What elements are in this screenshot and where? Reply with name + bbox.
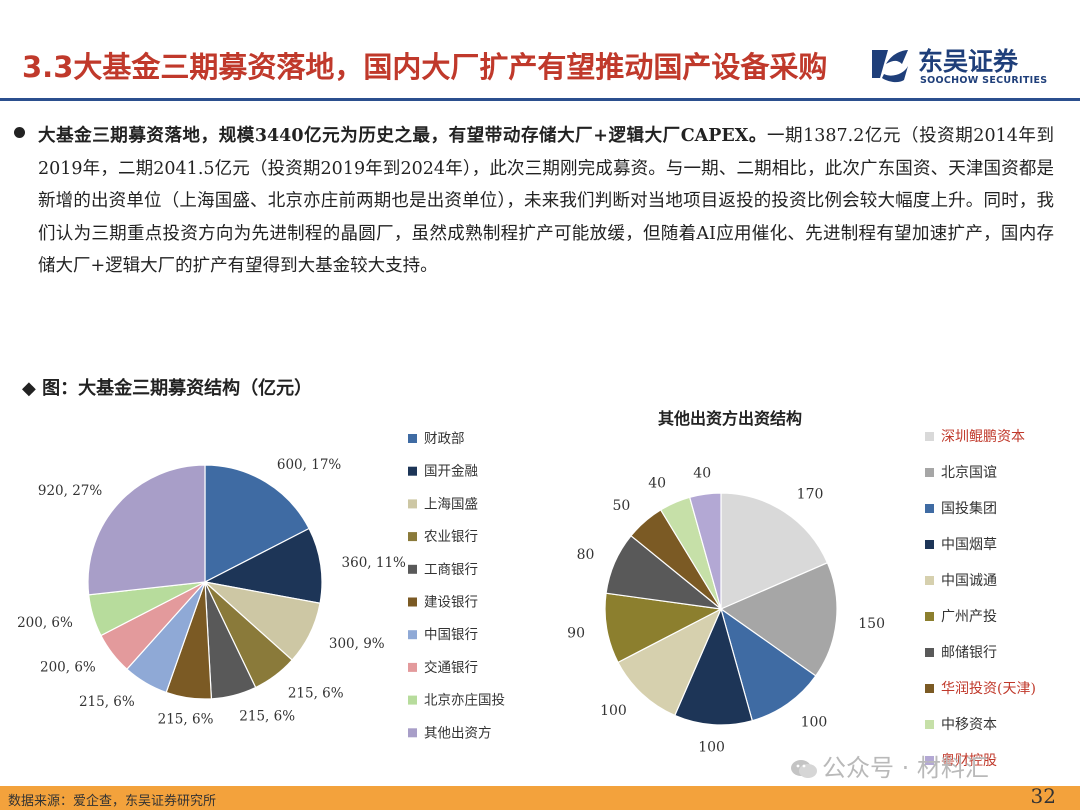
- legend-label: 建设银行: [424, 595, 478, 611]
- legend-swatch: [408, 564, 417, 574]
- legend-label: 中国银行: [424, 627, 478, 643]
- legend-swatch: [925, 648, 934, 657]
- legend-swatch: [925, 468, 934, 477]
- pie-slice: [204, 464, 310, 583]
- legend-label: 交通银行: [424, 659, 478, 676]
- pie-slice: [720, 492, 829, 610]
- legend-label: 国投集团: [941, 500, 997, 517]
- legend-swatch: [408, 662, 417, 672]
- page-title: 3.3大基金三期募资落地，国内大厂扩产有望推动国产设备采购: [22, 50, 828, 84]
- legend-label: 其他出资方: [424, 725, 492, 741]
- legend-swatch: [408, 630, 417, 640]
- legend-label: 深圳鲲鹏资本: [941, 429, 1025, 445]
- legend-swatch: [408, 499, 417, 509]
- bullet-body: 一期1387.2亿元（投资期2014年到2019年，二期2041.5亿元（投资期…: [38, 126, 1054, 277]
- data-label: 100: [801, 715, 828, 731]
- footer-source: 数据来源：爱企查，东吴证券研究所: [8, 794, 217, 809]
- legend-swatch: [925, 540, 934, 549]
- data-label: 90: [567, 625, 585, 641]
- bullet-text: 大基金三期募资落地，规模3440亿元为历史之最，有望带动存储大厂+逻辑大厂CAP…: [38, 120, 1054, 283]
- legend-label: 广州产投: [941, 609, 997, 625]
- data-label: 600, 17%: [277, 457, 342, 473]
- data-label: 920, 27%: [38, 483, 103, 499]
- legend-swatch: [408, 597, 417, 607]
- title-divider: [0, 98, 1080, 101]
- pie-slice: [688, 492, 722, 610]
- legend-swatch: [925, 504, 934, 513]
- pie-slice: [203, 527, 323, 604]
- legend-swatch: [925, 756, 934, 765]
- legend-label: 中国烟草: [941, 537, 997, 553]
- legend-swatch: [925, 720, 934, 729]
- pie-slice: [719, 561, 838, 677]
- bullet-lead: 大基金三期募资落地，规模3440亿元为历史之最，有望带动存储大厂+逻辑大厂CAP…: [38, 126, 767, 146]
- legend-swatch: [925, 612, 934, 621]
- summary-bullet: 大基金三期募资落地，规模3440亿元为历史之最，有望带动存储大厂+逻辑大厂CAP…: [14, 120, 1054, 283]
- pie-slice: [617, 607, 723, 717]
- legend-swatch: [408, 466, 417, 476]
- legend-swatch: [925, 684, 934, 693]
- legend-swatch: [925, 432, 934, 441]
- pie-chart-other-investors: 170 150 100 100 100 90 80 50 40 40 深圳鲲鹏资本北京国谊国投集团中…: [567, 409, 1036, 769]
- brand-logo: 东吴证券 SOOCHOW SECURITIES: [868, 44, 1068, 90]
- data-label: 300, 9%: [329, 636, 385, 652]
- bullet-dot-icon: [14, 127, 25, 138]
- legend-label: 邮储银行: [941, 645, 997, 661]
- data-label: 215, 6%: [288, 685, 344, 701]
- legend-label: 北京亦庄国投: [424, 692, 505, 709]
- chart-title: 其他出资方出资结构: [658, 409, 802, 428]
- legend-label: 财政部: [424, 431, 465, 447]
- pie-chart-main: 600, 17% 360, 11% 300, 9% 215, 6% 215, 6% 215…: [17, 431, 505, 741]
- data-label: 360, 11%: [342, 555, 407, 571]
- data-label: 100: [698, 740, 725, 756]
- data-label: 215, 6%: [158, 712, 214, 728]
- legend-swatch: [408, 434, 417, 443]
- data-label: 50: [612, 498, 630, 514]
- legend-label: 农业银行: [424, 529, 478, 545]
- pie-slice: [673, 607, 754, 726]
- figure-label: ◆ 图：大基金三期募资结构（亿元）: [22, 378, 313, 399]
- legend-label: 工商银行: [424, 562, 478, 578]
- legend-label: 华润投资(天津): [941, 681, 1036, 697]
- pie-slice: [87, 464, 206, 596]
- watermark-text: 公众号 · 材料汇: [822, 754, 989, 782]
- legend-label: 粤财控股: [941, 753, 997, 769]
- data-label: 100: [600, 703, 627, 719]
- wechat-icon: [791, 760, 817, 778]
- data-label: 80: [577, 547, 595, 563]
- legend-label: 中国诚通: [941, 573, 997, 589]
- data-label: 170: [797, 487, 824, 503]
- legend-swatch: [925, 576, 934, 585]
- footer: 数据来源：爱企查，东吴证券研究所 32: [0, 784, 1080, 810]
- legend-label: 中移资本: [941, 717, 997, 733]
- legend-swatch: [408, 728, 417, 738]
- header: 3.3大基金三期募资落地，国内大厂扩产有望推动国产设备采购 东吴证券 SOOCH…: [0, 0, 1080, 101]
- legend-swatch: [408, 695, 417, 705]
- data-label: 40: [693, 465, 711, 481]
- legend-swatch: [408, 532, 417, 542]
- legend-label: 上海国盛: [424, 496, 478, 512]
- data-label: 215, 6%: [239, 709, 295, 725]
- watermark: 公众号 · 材料汇: [790, 748, 989, 783]
- brand-name-cn: 东吴证券: [918, 47, 1019, 76]
- data-label: 215, 6%: [79, 694, 135, 710]
- brand-mark-icon: [872, 50, 908, 83]
- legend-label: 北京国谊: [941, 465, 997, 481]
- data-label: 40: [648, 475, 666, 491]
- data-label: 200, 6%: [17, 615, 73, 631]
- legend-label: 国开金融: [424, 464, 478, 480]
- page-number: 32: [1030, 784, 1056, 808]
- data-label: 200, 6%: [40, 659, 96, 675]
- brand-name-en: SOOCHOW SECURITIES: [920, 75, 1048, 86]
- data-label: 150: [858, 616, 885, 632]
